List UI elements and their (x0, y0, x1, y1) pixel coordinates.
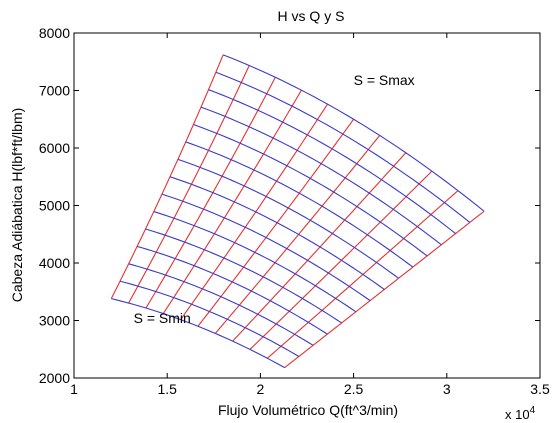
x-axis-multiplier: x 104 (505, 405, 536, 422)
y-tick-label: 4000 (39, 255, 70, 271)
x-tick-label: 3 (443, 381, 451, 397)
y-tick-label: 2000 (39, 370, 70, 386)
speed-curve (208, 89, 456, 235)
chart-title: H vs Q y S (278, 8, 345, 24)
speed-curve (128, 263, 314, 346)
speed-curve (119, 280, 300, 357)
speed-curve (185, 141, 414, 268)
x-axis-label: Flujo Volumétrico Q(ft^3/min) (218, 402, 398, 418)
x-tick-label: 2 (257, 381, 265, 397)
speed-curve (222, 54, 485, 212)
x-tick-label: 1.5 (157, 381, 177, 397)
speed-curve (200, 106, 442, 246)
speed-curve (153, 211, 357, 313)
speed-curve (177, 158, 399, 279)
plot-area (73, 32, 541, 379)
y-axis-label: Cabeza Adiábatica H(lbf*ft/lbm) (9, 108, 25, 303)
speed-curve (193, 123, 428, 257)
y-tick-label: 7000 (39, 83, 70, 99)
speed-curve (145, 228, 342, 324)
x-axis-multiplier-base: x 10 (505, 407, 530, 422)
speed-curve (169, 176, 385, 290)
y-tick-label: 8000 (39, 25, 70, 41)
x-tick-label: 3.5 (530, 381, 550, 397)
speed-curve (161, 193, 371, 302)
annotation-smax: S = Smax (354, 72, 415, 88)
x-tick-label: 1 (70, 381, 78, 397)
y-tick-label: 6000 (39, 140, 70, 156)
performance-curves (110, 54, 485, 369)
annotation-smin: S = Smin (134, 310, 191, 326)
speed-curve (136, 245, 328, 335)
y-tick-label: 3000 (39, 313, 70, 329)
y-tick-label: 5000 (39, 198, 70, 214)
speed-curve (215, 71, 471, 223)
x-axis: 1 1.5 2 2.5 3 3.5 (70, 33, 550, 397)
y-axis: 2000 3000 4000 5000 6000 7000 8000 (39, 25, 540, 386)
speed-curve (111, 298, 285, 369)
x-axis-multiplier-exponent: 4 (530, 405, 536, 416)
x-tick-label: 2.5 (344, 381, 364, 397)
